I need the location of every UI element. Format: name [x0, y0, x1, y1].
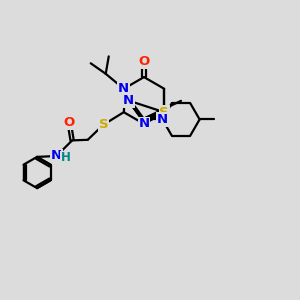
Text: H: H — [61, 151, 70, 164]
Text: N: N — [157, 113, 168, 126]
Text: N: N — [138, 117, 150, 130]
Text: O: O — [138, 55, 150, 68]
Text: O: O — [64, 116, 75, 129]
Text: N: N — [51, 149, 62, 163]
Text: S: S — [160, 106, 169, 119]
Text: S: S — [98, 118, 108, 131]
Text: N: N — [118, 82, 129, 95]
Text: N: N — [123, 94, 134, 107]
